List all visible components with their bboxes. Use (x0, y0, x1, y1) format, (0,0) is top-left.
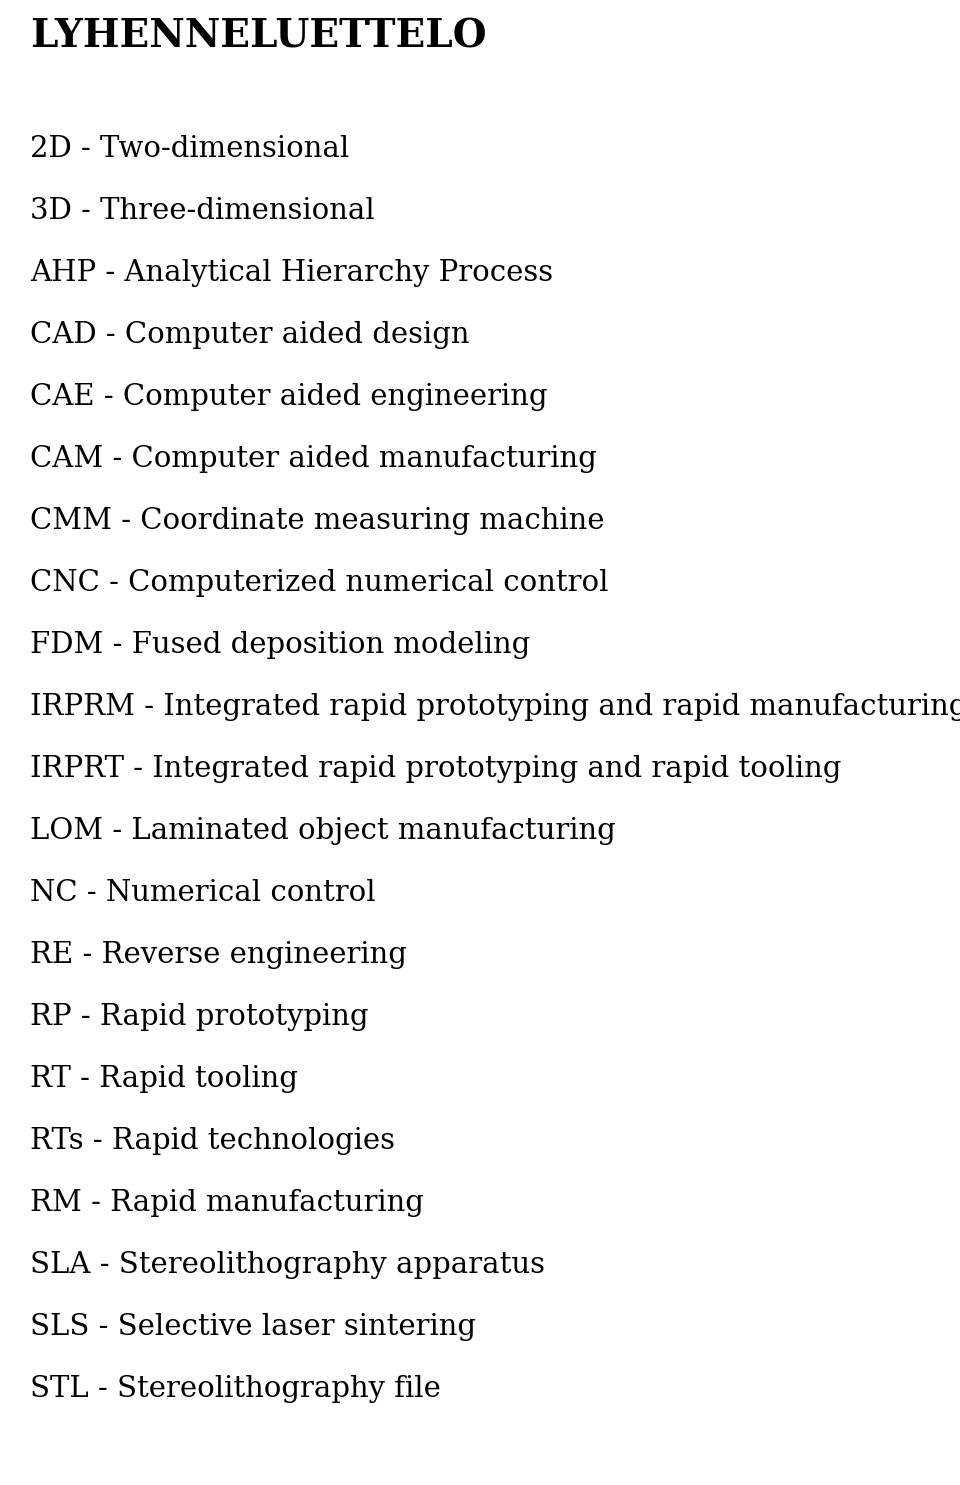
Text: CAM - Computer aided manufacturing: CAM - Computer aided manufacturing (30, 446, 597, 474)
Text: RE - Reverse engineering: RE - Reverse engineering (30, 941, 407, 970)
Text: SLA - Stereolithography apparatus: SLA - Stereolithography apparatus (30, 1250, 545, 1279)
Text: LOM - Laminated object manufacturing: LOM - Laminated object manufacturing (30, 817, 615, 845)
Text: RTs - Rapid technologies: RTs - Rapid technologies (30, 1127, 395, 1155)
Text: RP - Rapid prototyping: RP - Rapid prototyping (30, 1002, 369, 1031)
Text: AHP - Analytical Hierarchy Process: AHP - Analytical Hierarchy Process (30, 258, 553, 287)
Text: CMM - Coordinate measuring machine: CMM - Coordinate measuring machine (30, 506, 605, 535)
Text: IRPRT - Integrated rapid prototyping and rapid tooling: IRPRT - Integrated rapid prototyping and… (30, 754, 841, 783)
Text: CAD - Computer aided design: CAD - Computer aided design (30, 321, 469, 349)
Text: SLS - Selective laser sintering: SLS - Selective laser sintering (30, 1313, 476, 1341)
Text: IRPRM - Integrated rapid prototyping and rapid manufacturing: IRPRM - Integrated rapid prototyping and… (30, 693, 960, 722)
Text: RM - Rapid manufacturing: RM - Rapid manufacturing (30, 1189, 424, 1218)
Text: CNC - Computerized numerical control: CNC - Computerized numerical control (30, 569, 609, 597)
Text: STL - Stereolithography file: STL - Stereolithography file (30, 1375, 441, 1403)
Text: 2D - Two-dimensional: 2D - Two-dimensional (30, 135, 349, 163)
Text: 3D - Three-dimensional: 3D - Three-dimensional (30, 198, 374, 226)
Text: NC - Numerical control: NC - Numerical control (30, 879, 375, 907)
Text: LYHENNELUETTELO: LYHENNELUETTELO (30, 18, 487, 56)
Text: RT - Rapid tooling: RT - Rapid tooling (30, 1065, 298, 1093)
Text: FDM - Fused deposition modeling: FDM - Fused deposition modeling (30, 631, 530, 659)
Text: CAE - Computer aided engineering: CAE - Computer aided engineering (30, 383, 547, 411)
